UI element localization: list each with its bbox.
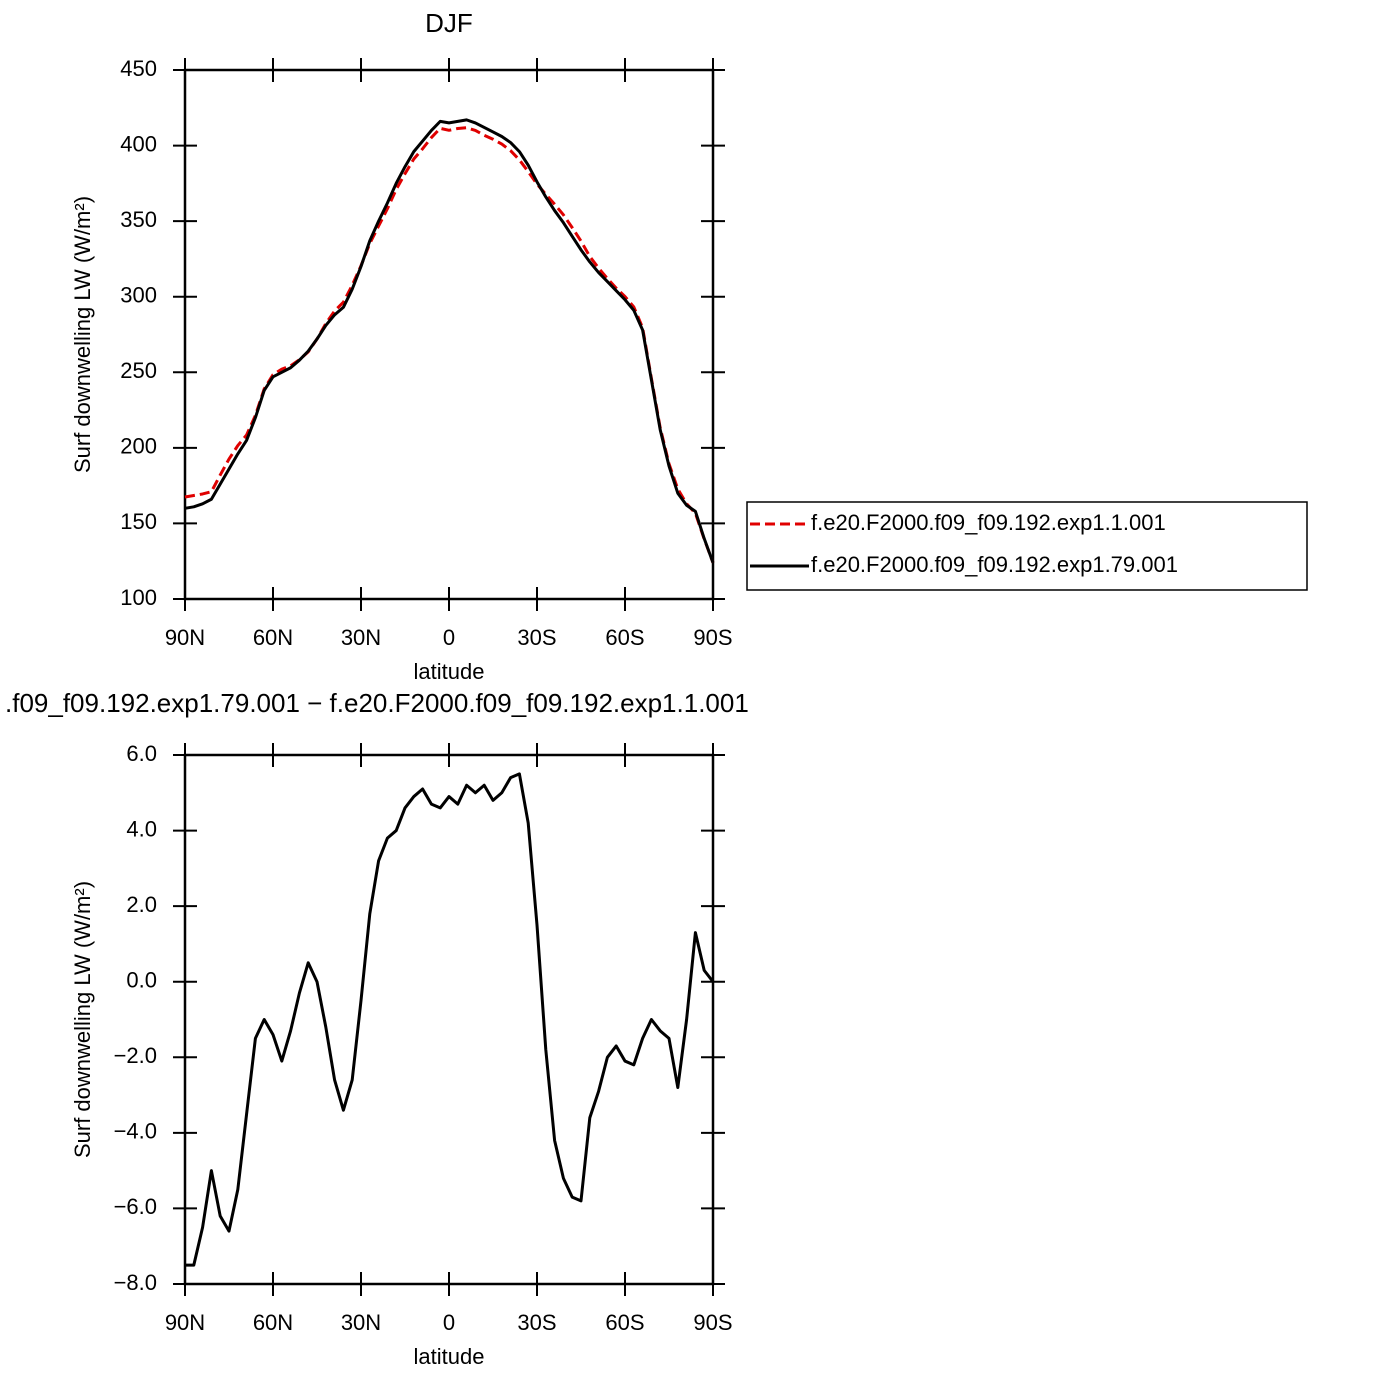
x-tick-label: 0 [443, 1310, 455, 1335]
x-tick-label: 30N [341, 625, 381, 650]
chart-title: .f09_f09.192.exp1.79.001 − f.e20.F2000.f… [5, 688, 749, 718]
y-tick-label: 450 [120, 56, 157, 81]
x-tick-label: 60N [253, 625, 293, 650]
y-tick-label: −8.0 [114, 1270, 157, 1295]
y-tick-label: −2.0 [114, 1043, 157, 1068]
x-axis-label: latitude [414, 1344, 485, 1369]
x-tick-label: 60N [253, 1310, 293, 1335]
x-tick-label: 0 [443, 625, 455, 650]
legend-box [746, 501, 1308, 591]
y-tick-label: 400 [120, 131, 157, 156]
x-tick-label: 90S [693, 1310, 732, 1335]
y-tick-label: 150 [120, 509, 157, 534]
plot-frame [183, 68, 715, 601]
x-tick-label: 90N [165, 625, 205, 650]
y-tick-label: 200 [120, 434, 157, 459]
data-line [184, 126, 715, 564]
y-axis-label: Surf downwelling LW (W/m²) [70, 881, 95, 1158]
x-tick-label: 90S [693, 625, 732, 650]
y-tick-label: 0.0 [126, 968, 157, 993]
x-tick-label: 30S [517, 625, 556, 650]
y-tick-label: 2.0 [126, 892, 157, 917]
y-tick-label: 6.0 [126, 741, 157, 766]
y-axis-label: Surf downwelling LW (W/m²) [70, 196, 95, 473]
data-line [184, 118, 715, 564]
x-tick-label: 30S [517, 1310, 556, 1335]
y-tick-label: 4.0 [126, 816, 157, 841]
y-tick-label: −6.0 [114, 1194, 157, 1219]
legend-label: f.e20.F2000.f09_f09.192.exp1.79.001 [811, 552, 1178, 577]
y-tick-label: 300 [120, 283, 157, 308]
x-tick-label: 30N [341, 1310, 381, 1335]
y-tick-label: −4.0 [114, 1119, 157, 1144]
chart-title: DJF [425, 8, 473, 38]
legend-label: f.e20.F2000.f09_f09.192.exp1.1.001 [811, 510, 1166, 535]
data-line [185, 772, 715, 1267]
x-axis-label: latitude [414, 659, 485, 684]
x-tick-label: 60S [605, 1310, 644, 1335]
y-tick-label: 100 [120, 585, 157, 610]
y-tick-label: 350 [120, 207, 157, 232]
x-tick-label: 90N [165, 1310, 205, 1335]
y-tick-label: 250 [120, 358, 157, 383]
x-tick-label: 60S [605, 625, 644, 650]
